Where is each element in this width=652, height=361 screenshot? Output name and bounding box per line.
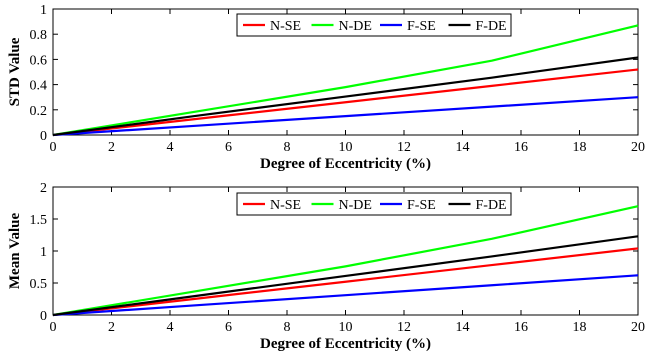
x-tick-label: 0: [50, 320, 57, 335]
x-tick-label: 6: [225, 320, 232, 335]
y-tick-label: 0.6: [30, 53, 48, 68]
y-tick-label: 0.8: [30, 28, 48, 43]
legend-label: F-SE: [407, 198, 436, 213]
legend-label: F-DE: [476, 198, 507, 213]
x-tick-label: 8: [284, 140, 291, 155]
x-tick-label: 14: [456, 140, 470, 155]
series-line-n-de: [52, 24, 639, 137]
x-tick-label: 16: [514, 140, 528, 155]
x-tick-label: 18: [573, 320, 587, 335]
y-axis-label: Mean Value: [7, 213, 23, 290]
x-axis-label: Degree of Eccentricity (%): [260, 156, 431, 172]
x-tick-label: 18: [573, 140, 587, 155]
legend-label: N-DE: [339, 19, 372, 34]
legend-box: [236, 192, 512, 216]
y-tick-label: 1: [40, 245, 47, 260]
x-tick-label: 4: [167, 320, 174, 335]
series-line-f-de: [52, 235, 639, 317]
series-line-f-se: [52, 96, 639, 137]
x-tick-label: 0: [50, 140, 57, 155]
series-line-f-se: [52, 274, 639, 317]
legend-box: [236, 13, 512, 37]
series-line-f-de: [52, 56, 639, 137]
x-tick-label: 8: [284, 320, 291, 335]
x-tick-label: 4: [167, 140, 174, 155]
x-tick-label: 12: [397, 140, 411, 155]
legend-label: N-DE: [339, 198, 372, 213]
y-tick-label: 2: [40, 181, 47, 196]
y-tick-label: 0.4: [30, 79, 48, 94]
y-tick-label: 0: [40, 309, 47, 324]
y-tick-label: 1.5: [30, 213, 48, 228]
x-tick-label: 20: [631, 140, 645, 155]
y-axis-label: STD Value: [7, 37, 23, 106]
legend: N-SE N-DE F-SE F-DE: [236, 192, 512, 216]
series-line-n-se: [52, 68, 639, 137]
series-line-n-se: [52, 247, 639, 317]
x-tick-label: 20: [631, 320, 645, 335]
legend-label: N-SE: [270, 198, 301, 213]
x-tick-label: 10: [339, 140, 353, 155]
x-tick-label: 10: [339, 320, 353, 335]
y-tick-label: 0.5: [30, 277, 48, 292]
legend-label: F-DE: [476, 19, 507, 34]
legend-label: N-SE: [270, 19, 301, 34]
y-tick-label: 1: [40, 3, 47, 18]
series-line-n-de: [52, 205, 639, 317]
x-tick-label: 2: [108, 320, 115, 335]
legend-label: F-SE: [407, 19, 436, 34]
x-tick-label: 12: [397, 320, 411, 335]
mean-value-chart: 0 2 4 6 8 10 12 14 16 18 20 0 0.5 1 1.5 2 Degree of Ecce…: [7, 181, 645, 352]
std-value-chart: 0 2 4 6 8 10 12 14 16 18 20 0 0.2 0.4 0.6 0.8 1 Degree of…: [7, 3, 645, 172]
x-axis-label: Degree of Eccentricity (%): [260, 336, 431, 352]
x-tick-label: 6: [225, 140, 232, 155]
x-tick-label: 2: [108, 140, 115, 155]
legend: N-SE N-DE F-SE F-DE: [236, 13, 512, 37]
y-tick-label: 0: [40, 129, 47, 144]
x-tick-label: 16: [514, 320, 528, 335]
x-tick-label: 14: [456, 320, 470, 335]
y-tick-label: 0.2: [30, 104, 48, 119]
